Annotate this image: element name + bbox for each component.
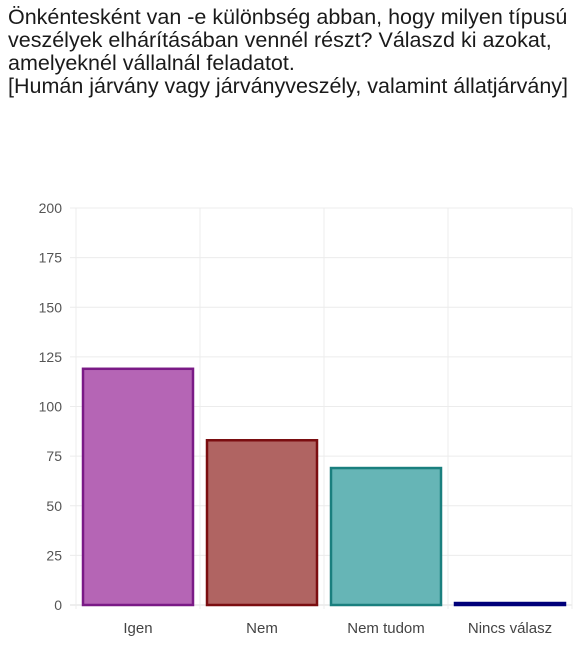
y-tick-label: 100 xyxy=(39,399,63,415)
bar-igen xyxy=(81,367,195,607)
y-axis: 0 25 50 75 100 125 150 175 200 xyxy=(39,200,63,613)
x-tick-label: Nem xyxy=(246,620,278,637)
x-tick-label: Nem tudom xyxy=(347,620,425,637)
x-tick-label: Nincs válasz xyxy=(468,620,552,637)
y-tick-label: 0 xyxy=(54,597,62,613)
x-axis: Igen Nem Nem tudom Nincs válasz xyxy=(123,620,552,637)
y-tick-label: 50 xyxy=(46,498,62,514)
y-tick-label: 175 xyxy=(39,250,63,266)
y-tick-label: 75 xyxy=(46,448,62,464)
y-tick-label: 150 xyxy=(39,299,63,315)
y-tick-label: 125 xyxy=(39,349,63,365)
y-tick-label: 200 xyxy=(39,200,63,216)
chart-title: Önkéntesként van -e különbség abban, hog… xyxy=(8,5,569,98)
bar-nem-tudom xyxy=(329,466,443,607)
bar-nincs-válasz xyxy=(453,601,567,607)
bar-nem xyxy=(205,438,319,607)
x-tick-label: Igen xyxy=(123,620,152,637)
bars xyxy=(81,367,567,607)
y-tick-label: 25 xyxy=(46,547,62,563)
